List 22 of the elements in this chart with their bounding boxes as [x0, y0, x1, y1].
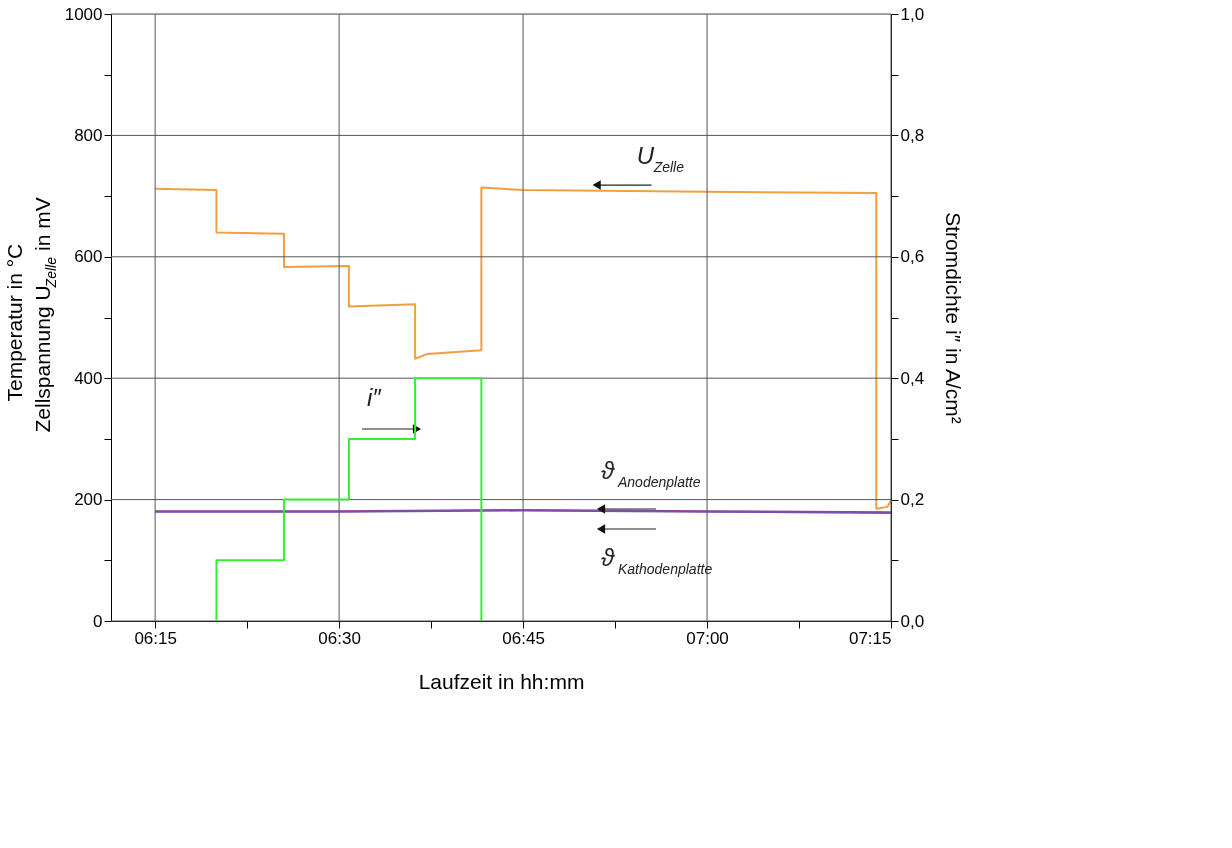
x-tick-label: 07:00 — [686, 628, 729, 648]
y-tick-label: 400 — [74, 368, 103, 388]
x-tick-label: 07:15 — [848, 628, 892, 648]
x-tick-label: 06:45 — [502, 628, 545, 648]
line-series — [215, 377, 483, 622]
y2-tick-label: 0,2 — [900, 490, 925, 510]
y-tick-label: 1000 — [64, 4, 103, 24]
y-tick-label: 800 — [74, 125, 103, 145]
y2-tick-label: 1,0 — [900, 4, 925, 24]
annotation: i″ — [367, 384, 383, 411]
y2-tick-label: 0,8 — [900, 125, 925, 145]
x-tick-label: 06:15 — [134, 628, 177, 648]
y-tick-label: 600 — [74, 247, 103, 267]
y-tick-label: 200 — [74, 490, 103, 510]
y2-axis-title: Stromdichte i″ in A/cm² — [942, 212, 966, 424]
y2-tick-label: 0,4 — [900, 368, 925, 388]
y2-tick-label: 0,6 — [900, 247, 925, 267]
y2-tick-label: 0,0 — [900, 611, 925, 631]
line-series — [154, 186, 892, 510]
x-axis-title: Laufzeit in hh:mm — [418, 669, 585, 693]
y-tick-label: 0 — [93, 611, 103, 631]
x-tick-label: 06:30 — [318, 628, 361, 648]
